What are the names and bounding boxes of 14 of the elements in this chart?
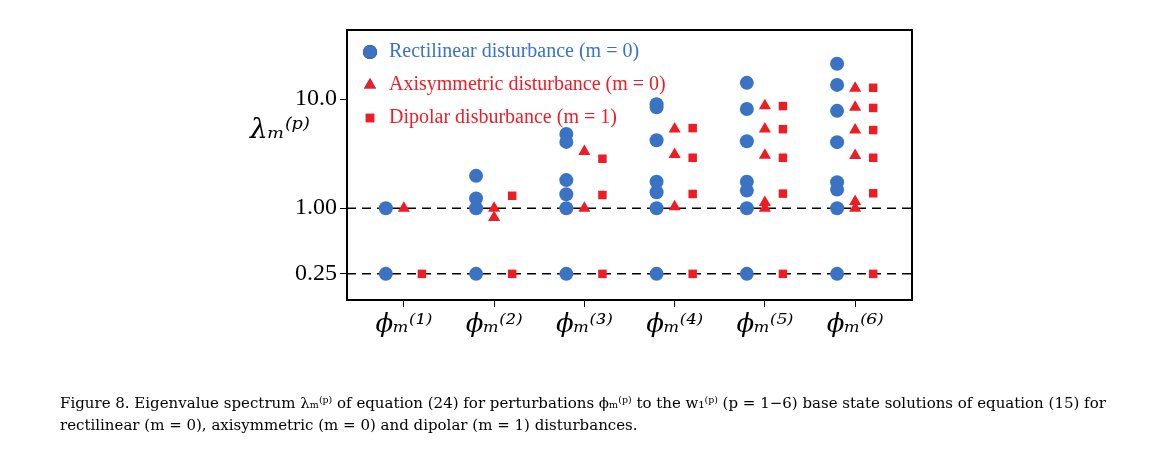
x-tick-label: ϕₘ⁽⁵⁾ [736,308,794,339]
legend-label: Rectilinear disturbance (m = 0) [389,39,640,63]
legend-label: Axisymmetric disturbance (m = 0) [389,72,666,96]
x-tick-label: ϕₘ⁽⁴⁾ [646,308,704,339]
y-axis-title: λₘ⁽ᵖ⁾ [250,112,310,145]
x-tick-label: ϕₘ⁽⁶⁾ [826,308,884,339]
caption: Figure 8. Eigenvalue spectrum λₘ⁽ᵖ⁾ of equation (24) for perturbations ϕₘ⁽ᵖ⁾ to the w₁⁽ᵖ⁾ (p = 1−6) base state solutions of equation (15) for rectilinear (m = 0), axisymmetric (m = 0) and dipolar (m = 1) disturbances. [60,393,1107,436]
y-tick-label: 0.25 [295,259,337,286]
y-tick-label: 1.00 [295,193,337,220]
y-tick-label: 10.0 [295,84,337,111]
x-tick-label: ϕₘ⁽²⁾ [465,308,523,339]
x-tick-label: ϕₘ⁽¹⁾ [375,308,433,339]
x-tick-label: ϕₘ⁽³⁾ [555,308,613,339]
legend-label: Dipolar disburbance (m = 1) [389,105,617,129]
